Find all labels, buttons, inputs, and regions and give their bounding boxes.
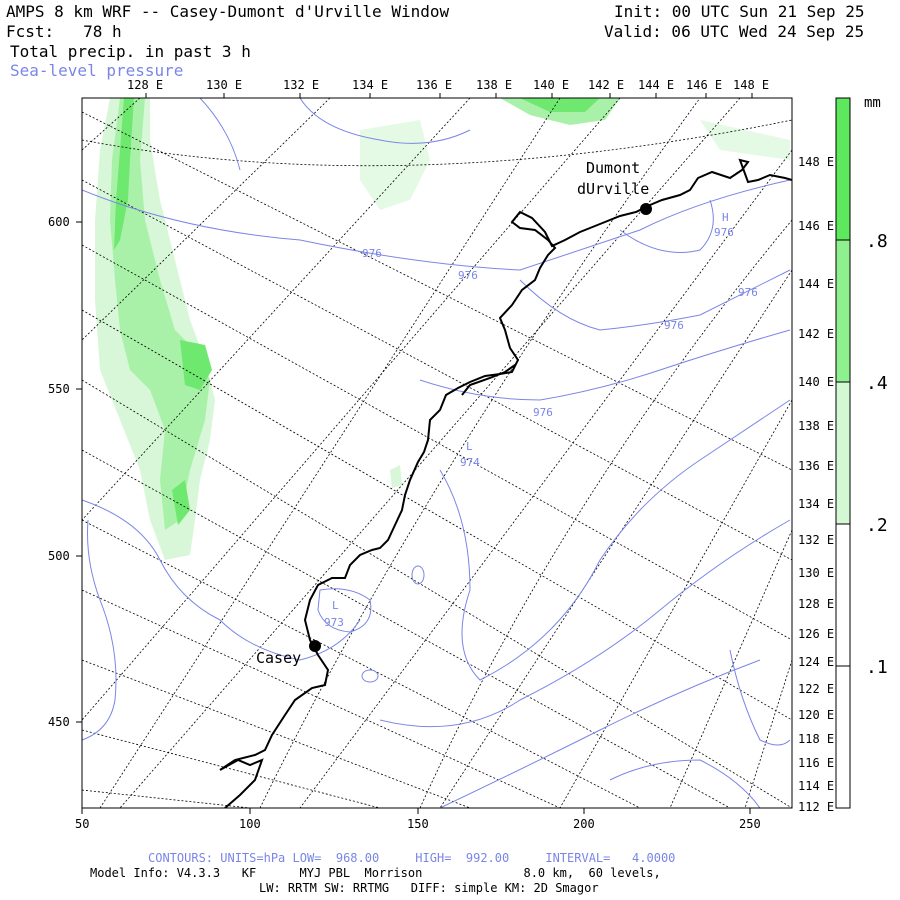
right-lon-label: 138 E [798, 419, 834, 433]
top-ticks [145, 93, 753, 98]
pressure-label: L [332, 599, 339, 612]
pressure-label: 976 [533, 406, 553, 419]
colorbar-band-04 [836, 240, 850, 382]
top-lon-label: 130 E [206, 78, 242, 92]
overlay-name: Sea-level pressure [10, 61, 184, 80]
pressure-label: L [466, 440, 473, 453]
right-lon-label: 112 E [798, 800, 834, 814]
y-axis-label: 550 [48, 382, 70, 396]
y-axis-labels: 600 550 500 450 [48, 215, 70, 729]
y-axis-ticks [76, 221, 82, 723]
pressure-labels: H 976 976 976 976 976 976 L 974 L 973 [324, 211, 758, 629]
pressure-label: 976 [738, 286, 758, 299]
x-axis-label: 150 [407, 817, 429, 831]
pressure-label: 976 [664, 319, 684, 332]
init-time: Init: 00 UTC Sun 21 Sep 25 [614, 2, 865, 21]
x-axis-label: 200 [573, 817, 595, 831]
colorbar: mm .8 .4 .2 .1 [835, 95, 888, 809]
colorbar-label: .1 [866, 657, 888, 678]
colorbar-label: .2 [866, 515, 888, 536]
colorbar-band-00 [836, 666, 850, 808]
graticule [82, 98, 792, 808]
dumont-label-line2: dUrville [577, 180, 649, 198]
coastline [219, 158, 792, 808]
right-lon-label: 146 E [798, 219, 834, 233]
top-lon-labels: 128 E 130 E 132 E 134 E 136 E 138 E 140 … [127, 78, 769, 92]
right-lon-label: 114 E [798, 779, 834, 793]
colorbar-band-02 [836, 382, 850, 524]
y-axis-label: 450 [48, 715, 70, 729]
x-axis-label: 100 [239, 817, 261, 831]
plot-frame [81, 97, 793, 809]
dumont-label-line1: Dumont [586, 159, 640, 177]
right-lon-label: 148 E [798, 155, 834, 169]
top-lon-label: 134 E [352, 78, 388, 92]
pressure-label: 976 [458, 269, 478, 282]
pressure-label: 973 [324, 616, 344, 629]
right-lon-label: 120 E [798, 708, 834, 722]
top-lon-label: 142 E [588, 78, 624, 92]
top-lon-label: 140 E [533, 78, 569, 92]
x-axis-label: 250 [739, 817, 761, 831]
colorbar-band-01 [836, 524, 850, 666]
valid-time: Valid: 06 UTC Wed 24 Sep 25 [604, 22, 865, 41]
model-info: Model Info: V4.3.3 KF MYJ PBL Morrison 8… [90, 866, 661, 880]
right-lon-label: 132 E [798, 533, 834, 547]
right-lon-label: 134 E [798, 497, 834, 511]
top-lon-label: 136 E [416, 78, 452, 92]
right-lon-label: 128 E [798, 597, 834, 611]
top-lon-label: 144 E [638, 78, 674, 92]
x-axis-label: 50 [75, 817, 89, 831]
right-lon-label: 122 E [798, 682, 834, 696]
right-lon-label: 136 E [798, 459, 834, 473]
physics-info: LW: RRTM SW: RRTMG DIFF: simple KM: 2D S… [259, 881, 599, 895]
y-axis-label: 500 [48, 549, 70, 563]
contours-info: CONTOURS: UNITS=hPa LOW= 968.00 HIGH= 99… [148, 851, 676, 865]
pressure-contours [82, 98, 791, 808]
precip-shading [95, 98, 790, 560]
casey-marker [309, 640, 321, 652]
field-name: Total precip. in past 3 h [10, 42, 251, 61]
right-lon-label: 116 E [798, 756, 834, 770]
right-lon-label: 130 E [798, 566, 834, 580]
right-lon-label: 144 E [798, 277, 834, 291]
colorbar-label: .8 [866, 231, 888, 252]
top-lon-label: 132 E [283, 78, 319, 92]
pressure-label: 976 [714, 226, 734, 239]
colorbar-label: .4 [866, 373, 888, 394]
pressure-label: 976 [362, 247, 382, 260]
forecast-hour: Fcst: 78 h [6, 22, 122, 41]
pressure-label: H [722, 211, 729, 224]
right-lon-labels: 148 E 146 E 144 E 142 E 140 E 138 E 136 … [798, 155, 834, 814]
right-lon-label: 126 E [798, 627, 834, 641]
colorbar-unit: mm [864, 95, 881, 111]
right-lon-label: 124 E [798, 655, 834, 669]
top-lon-label: 138 E [476, 78, 512, 92]
colorbar-band-08 [836, 98, 850, 240]
casey-label: Casey [256, 649, 301, 667]
right-lon-label: 118 E [798, 732, 834, 746]
map-title: AMPS 8 km WRF -- Casey-Dumont d'Urville … [6, 2, 450, 21]
x-axis-labels: 50 100 150 200 250 [75, 817, 761, 831]
dumont-durville-marker [640, 203, 652, 215]
pressure-label: 974 [460, 456, 480, 469]
x-axis-ticks [81, 808, 751, 814]
y-axis-label: 600 [48, 215, 70, 229]
right-lon-label: 140 E [798, 375, 834, 389]
station-markers: Dumont dUrville Casey [256, 159, 652, 667]
top-lon-label: 148 E [733, 78, 769, 92]
right-lon-label: 142 E [798, 327, 834, 341]
top-lon-label: 128 E [127, 78, 163, 92]
top-lon-label: 146 E [686, 78, 722, 92]
